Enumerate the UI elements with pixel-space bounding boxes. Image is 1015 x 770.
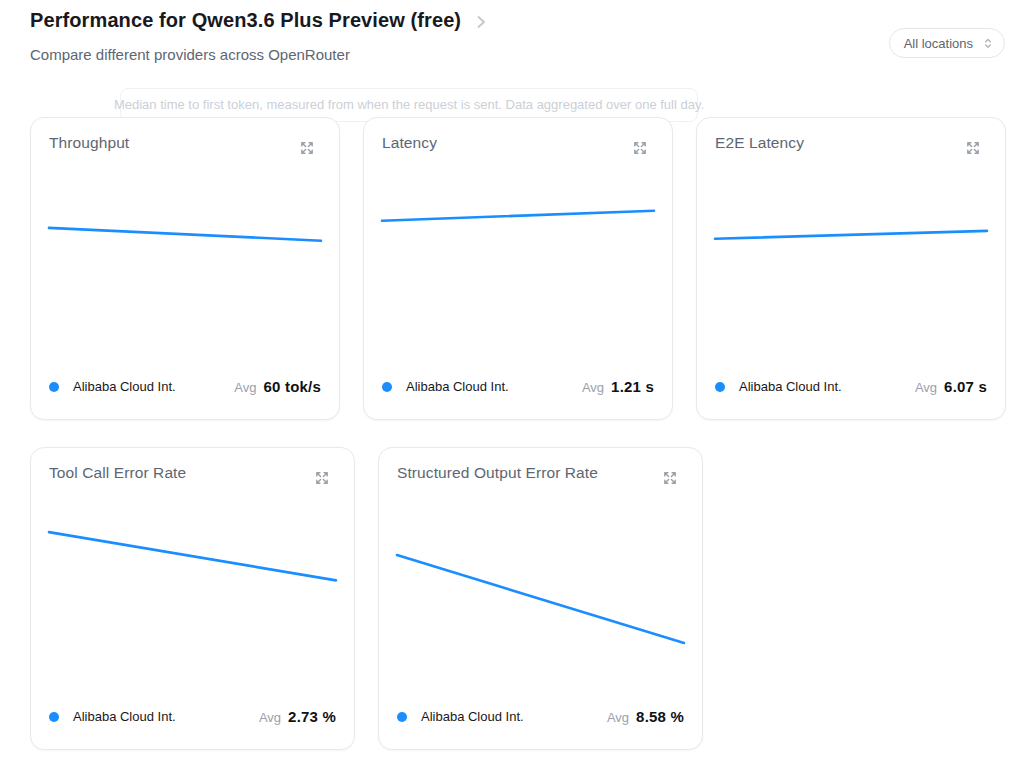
legend-item[interactable]: Alibaba Cloud Int. — [382, 379, 509, 394]
chart-title: E2E Latency — [715, 134, 804, 152]
provider-name: Alibaba Cloud Int. — [406, 379, 509, 394]
legend-average: Avg 2.73 % — [259, 708, 336, 725]
charts-row-1: Throughput Alibaba Cloud Int. — [30, 117, 1006, 420]
chart-legend: Alibaba Cloud Int. Avg 6.07 s — [715, 378, 987, 395]
card-header: Latency — [382, 134, 654, 156]
expand-arrows-icon[interactable] — [632, 140, 648, 156]
series-dot-icon — [397, 712, 407, 722]
provider-name: Alibaba Cloud Int. — [739, 379, 842, 394]
series-dot-icon — [382, 382, 392, 392]
card-header: Structured Output Error Rate — [397, 464, 684, 486]
performance-page: Performance for Qwen3.6 Plus Preview (fr… — [0, 0, 1015, 770]
series-dot-icon — [49, 382, 59, 392]
avg-label: Avg — [915, 380, 937, 395]
location-select-value: All locations — [904, 36, 973, 51]
chart-card-structured-output-error-rate: Structured Output Error Rate Alibaba Clo… — [378, 447, 703, 750]
provider-name: Alibaba Cloud Int. — [73, 709, 176, 724]
chart-legend: Alibaba Cloud Int. Avg 2.73 % — [49, 708, 336, 725]
line-chart[interactable] — [49, 186, 321, 376]
line-chart[interactable] — [715, 186, 987, 376]
page-title: Performance for Qwen3.6 Plus Preview (fr… — [30, 9, 461, 32]
chart-legend: Alibaba Cloud Int. Avg 8.58 % — [397, 708, 684, 725]
avg-label: Avg — [607, 710, 629, 725]
series-dot-icon — [715, 382, 725, 392]
avg-value: 60 tok/s — [264, 378, 321, 395]
tooltip-text: Median time to first token, measured fro… — [114, 97, 704, 112]
page-header: Performance for Qwen3.6 Plus Preview (fr… — [30, 9, 488, 32]
card-header: Tool Call Error Rate — [49, 464, 336, 486]
avg-label: Avg — [582, 380, 604, 395]
avg-label: Avg — [234, 380, 256, 395]
card-header: E2E Latency — [715, 134, 987, 156]
legend-average: Avg 6.07 s — [915, 378, 987, 395]
avg-value: 6.07 s — [944, 378, 987, 395]
avg-value: 2.73 % — [288, 708, 336, 725]
chart-title: Structured Output Error Rate — [397, 464, 598, 482]
series-dot-icon — [49, 712, 59, 722]
chart-legend: Alibaba Cloud Int. Avg 60 tok/s — [49, 378, 321, 395]
expand-arrows-icon[interactable] — [299, 140, 315, 156]
page-subtitle: Compare different providers across OpenR… — [30, 46, 350, 63]
chart-title: Tool Call Error Rate — [49, 464, 186, 482]
chart-title: Latency — [382, 134, 437, 152]
line-chart[interactable] — [397, 516, 684, 706]
chart-card-tool-call-error-rate: Tool Call Error Rate Alibaba Cloud Int. — [30, 447, 355, 750]
charts-row-2: Tool Call Error Rate Alibaba Cloud Int. — [30, 447, 703, 750]
legend-average: Avg 8.58 % — [607, 708, 684, 725]
provider-name: Alibaba Cloud Int. — [73, 379, 176, 394]
chart-card-latency: Latency Alibaba Cloud Int. — [363, 117, 673, 420]
expand-arrows-icon[interactable] — [965, 140, 981, 156]
legend-item[interactable]: Alibaba Cloud Int. — [49, 709, 176, 724]
provider-name: Alibaba Cloud Int. — [421, 709, 524, 724]
chart-card-throughput: Throughput Alibaba Cloud Int. — [30, 117, 340, 420]
line-chart[interactable] — [49, 516, 336, 706]
legend-average: Avg 1.21 s — [582, 378, 654, 395]
location-select[interactable]: All locations — [889, 28, 1005, 58]
expand-arrows-icon[interactable] — [662, 470, 678, 486]
chart-card-e2e-latency: E2E Latency Alibaba Cloud Int. — [696, 117, 1006, 420]
legend-item[interactable]: Alibaba Cloud Int. — [715, 379, 842, 394]
avg-label: Avg — [259, 710, 281, 725]
chevron-up-down-icon — [982, 37, 994, 50]
chevron-right-icon[interactable] — [475, 15, 488, 29]
expand-arrows-icon[interactable] — [314, 470, 330, 486]
chart-title: Throughput — [49, 134, 129, 152]
line-chart[interactable] — [382, 186, 654, 376]
avg-value: 1.21 s — [611, 378, 654, 395]
chart-legend: Alibaba Cloud Int. Avg 1.21 s — [382, 378, 654, 395]
legend-item[interactable]: Alibaba Cloud Int. — [397, 709, 524, 724]
avg-value: 8.58 % — [636, 708, 684, 725]
legend-item[interactable]: Alibaba Cloud Int. — [49, 379, 176, 394]
legend-average: Avg 60 tok/s — [234, 378, 321, 395]
card-header: Throughput — [49, 134, 321, 156]
